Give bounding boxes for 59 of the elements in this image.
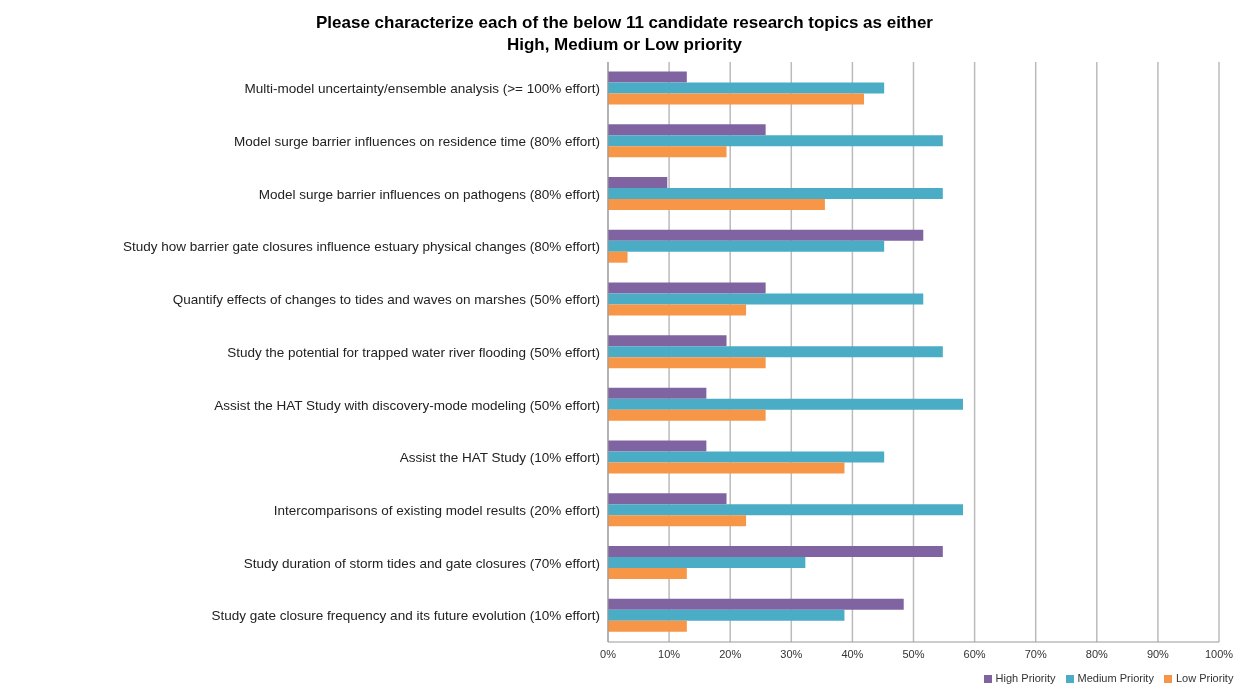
bar (608, 557, 806, 569)
bar (608, 346, 943, 358)
x-tick-label: 90% (1146, 647, 1170, 660)
bar (608, 598, 904, 610)
bar (608, 240, 885, 252)
x-tick-label: 50% (902, 647, 925, 660)
bar (608, 229, 924, 241)
legend-label: Low Priority (1175, 672, 1234, 684)
legend-label: Medium Priority (1077, 672, 1154, 684)
x-tick-label: 20% (719, 647, 742, 660)
bar (608, 398, 963, 410)
bar (608, 293, 924, 305)
bar (608, 71, 687, 83)
bar (608, 187, 943, 199)
bar (608, 251, 628, 263)
bar (608, 546, 943, 558)
y-tick-label: Model surge barrier influences on pathogens (80% effort) (258, 186, 600, 202)
bar (608, 304, 747, 316)
legend-label: High Priority (995, 672, 1056, 684)
x-tick-label: 30% (780, 647, 803, 660)
bar (608, 282, 766, 294)
x-tick-label: 60% (963, 647, 986, 660)
bar (608, 82, 885, 94)
x-tick-label: 0% (600, 647, 617, 660)
y-tick-label: Assist the HAT Study with discovery-mode modeling (50% effort) (214, 397, 600, 413)
y-tick-label: Study duration of storm tides and gate closures (70% effort) (243, 555, 600, 571)
y-tick-label: Study gate closure frequency and its future evolution (10% effort) (211, 608, 600, 624)
y-tick-label: Intercomparisons of existing model results (20% effort) (273, 502, 600, 518)
y-tick-label: Study the potential for trapped water river flooding (50% effort) (227, 344, 600, 360)
x-tick-label: 40% (841, 647, 864, 660)
bar (608, 568, 687, 580)
bar (608, 409, 766, 421)
x-tick-label: 10% (658, 647, 681, 660)
bar (608, 620, 687, 632)
bar (608, 504, 963, 516)
bar (608, 357, 766, 369)
y-tick-label: Study how barrier gate closures influence estuary physical changes (80% effort) (122, 239, 600, 255)
y-tick-label: Model surge barrier influences on residence time (80% effort) (234, 133, 600, 149)
x-tick-label: 100% (1204, 647, 1234, 660)
x-tick-label: 80% (1085, 647, 1109, 660)
bar (608, 515, 747, 527)
bar (608, 135, 943, 147)
bar (608, 146, 727, 158)
x-tick-label: 70% (1024, 647, 1047, 660)
chart-title: Please characterize each of the below 11 candidate research topics as either High, Medium or Low priority (315, 12, 934, 56)
bar (608, 335, 727, 347)
y-tick-label: Quantify effects of changes to tides and waves on marshes (50% effort) (172, 292, 600, 308)
bar (608, 93, 865, 105)
bar (608, 462, 845, 474)
bar (608, 124, 766, 136)
bar (608, 176, 668, 188)
y-tick-label: Assist the HAT Study (10% effort) (399, 450, 600, 466)
bar (608, 493, 727, 505)
bar (608, 440, 707, 452)
bar (608, 387, 707, 399)
y-tick-label: Multi-model uncertainty/ensemble analysis (>= 100% effort) (244, 81, 600, 97)
bar (608, 451, 885, 463)
bar (608, 198, 825, 210)
bar (608, 609, 845, 621)
